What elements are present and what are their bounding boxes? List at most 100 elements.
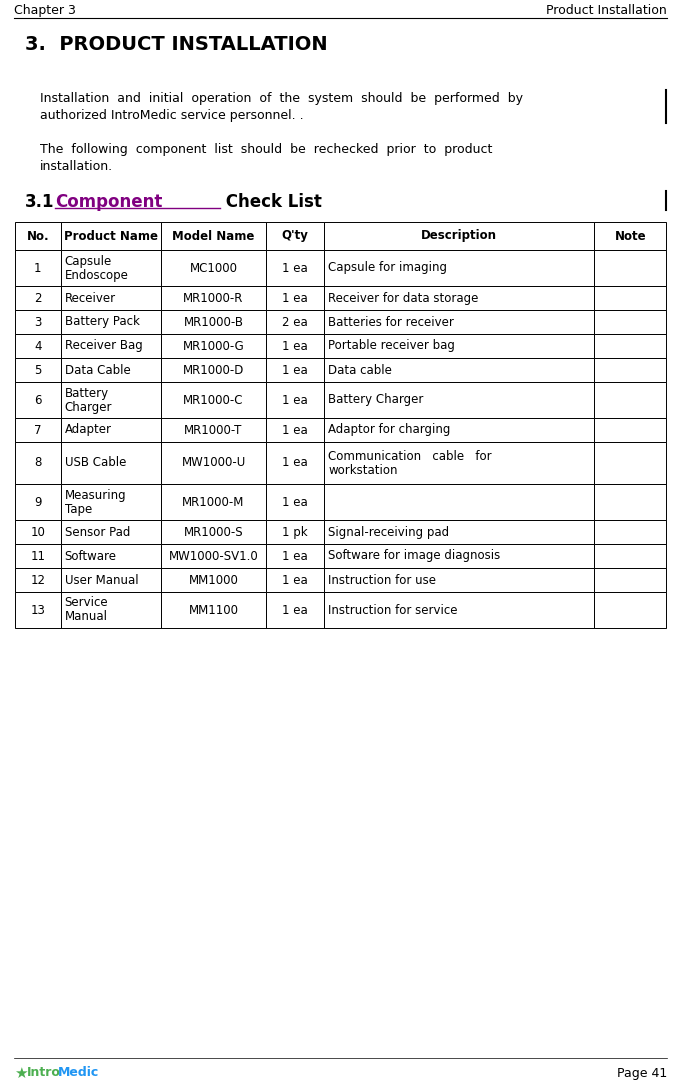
Text: Capsule for imaging: Capsule for imaging [328, 262, 447, 275]
Bar [161, 568, 266, 592]
Bar [161, 442, 266, 484]
Text: Tape: Tape [65, 503, 92, 516]
Text: installation.: installation. [40, 160, 113, 173]
Text: 9: 9 [34, 495, 42, 508]
Bar [61, 310, 161, 334]
Text: MM1000: MM1000 [189, 573, 238, 586]
Text: Note: Note [614, 229, 646, 242]
Text: Portable receiver bag: Portable receiver bag [328, 340, 455, 353]
Text: Chapter 3: Chapter 3 [14, 4, 76, 17]
Bar [15, 286, 61, 310]
Bar [15, 484, 61, 520]
Bar [595, 358, 666, 382]
Text: Data cable: Data cable [328, 364, 392, 377]
Bar [266, 250, 324, 286]
Bar [595, 544, 666, 568]
Text: 2 ea: 2 ea [282, 316, 308, 328]
Bar [324, 418, 595, 442]
Bar [61, 382, 161, 418]
Bar [61, 592, 161, 628]
Bar [15, 358, 61, 382]
Bar [595, 418, 666, 442]
Text: ★: ★ [14, 1065, 28, 1081]
Bar [15, 592, 61, 628]
Bar [15, 382, 61, 418]
Bar [266, 592, 324, 628]
Bar [61, 358, 161, 382]
Text: Product Installation: Product Installation [546, 4, 667, 17]
Text: Installation  and  initial  operation  of  the  system  should  be  performed  b: Installation and initial operation of th… [40, 92, 523, 105]
Text: Description: Description [422, 229, 497, 242]
Bar [61, 520, 161, 544]
Text: 1 ea: 1 ea [282, 340, 308, 353]
Text: Measuring: Measuring [65, 489, 126, 502]
Text: MR1000-B: MR1000-B [184, 316, 244, 328]
Bar [15, 250, 61, 286]
Text: Adapter: Adapter [65, 424, 112, 437]
Bar [161, 250, 266, 286]
Text: Receiver Bag: Receiver Bag [65, 340, 142, 353]
Text: 10: 10 [31, 526, 45, 539]
Bar [15, 222, 61, 250]
Bar [61, 334, 161, 358]
Bar [61, 418, 161, 442]
Bar [161, 286, 266, 310]
Bar [61, 442, 161, 484]
Bar [15, 568, 61, 592]
Text: 1 ea: 1 ea [282, 604, 308, 617]
Bar [595, 592, 666, 628]
Text: Adaptor for charging: Adaptor for charging [328, 424, 451, 437]
Bar [161, 310, 266, 334]
Text: Model Name: Model Name [172, 229, 255, 242]
Bar [161, 334, 266, 358]
Bar [324, 382, 595, 418]
Text: 1 ea: 1 ea [282, 364, 308, 377]
Text: MR1000-M: MR1000-M [183, 495, 244, 508]
Bar [266, 358, 324, 382]
Text: Service: Service [65, 596, 108, 609]
Text: 3.1: 3.1 [25, 193, 54, 211]
Bar [595, 568, 666, 592]
Bar [61, 568, 161, 592]
Bar [324, 334, 595, 358]
Bar [266, 442, 324, 484]
Bar [15, 334, 61, 358]
Text: Batteries for receiver: Batteries for receiver [328, 316, 454, 328]
Bar [595, 334, 666, 358]
Text: Check List: Check List [220, 193, 322, 211]
Text: 3: 3 [34, 316, 42, 328]
Text: Data Cable: Data Cable [65, 364, 130, 377]
Text: MR1000-C: MR1000-C [183, 393, 244, 406]
Text: Battery Pack: Battery Pack [65, 316, 140, 328]
Text: Charger: Charger [65, 401, 112, 414]
Bar [266, 222, 324, 250]
Text: 1 ea: 1 ea [282, 456, 308, 469]
Text: Software: Software [65, 550, 116, 563]
Bar [61, 544, 161, 568]
Text: 1 ea: 1 ea [282, 550, 308, 563]
Bar [161, 592, 266, 628]
Bar [324, 568, 595, 592]
Text: Component: Component [55, 193, 162, 211]
Bar [266, 568, 324, 592]
Text: authorized IntroMedic service personnel. .: authorized IntroMedic service personnel.… [40, 109, 304, 122]
Text: MW1000-SV1.0: MW1000-SV1.0 [169, 550, 258, 563]
Bar [61, 484, 161, 520]
Text: 7: 7 [34, 424, 42, 437]
Bar [324, 250, 595, 286]
Text: Communication   cable   for: Communication cable for [328, 450, 492, 463]
Text: 6: 6 [34, 393, 42, 406]
Text: MR1000-T: MR1000-T [185, 424, 242, 437]
Text: 1 ea: 1 ea [282, 291, 308, 304]
Bar [266, 286, 324, 310]
Text: MR1000-R: MR1000-R [183, 291, 244, 304]
Bar [15, 442, 61, 484]
Bar [595, 222, 666, 250]
Text: 2: 2 [34, 291, 42, 304]
Text: 1 ea: 1 ea [282, 393, 308, 406]
Text: The  following  component  list  should  be  rechecked  prior  to  product: The following component list should be r… [40, 143, 492, 156]
Bar [161, 484, 266, 520]
Bar [161, 544, 266, 568]
Bar [324, 286, 595, 310]
Bar [595, 484, 666, 520]
